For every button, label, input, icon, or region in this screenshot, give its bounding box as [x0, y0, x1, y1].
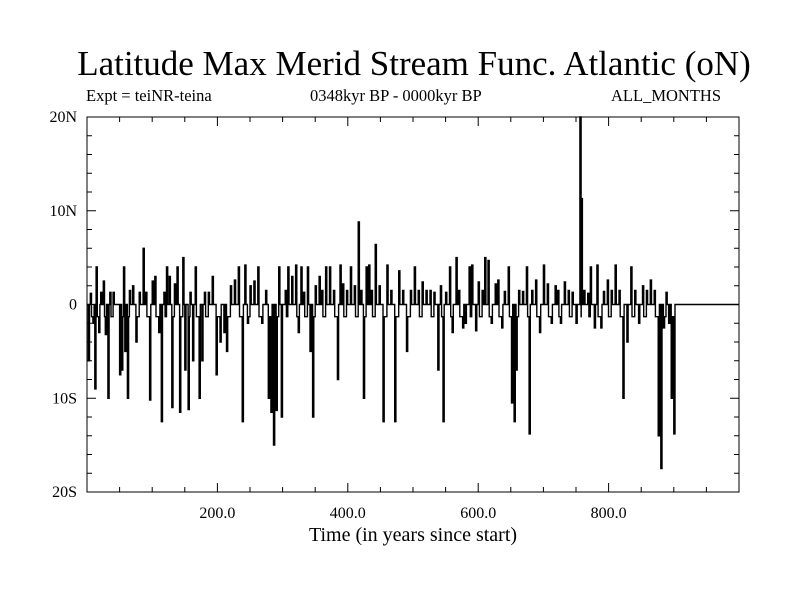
y-tick-label: 10S	[52, 390, 77, 407]
plot-frame	[86, 116, 740, 493]
x-tick-label: 200.0	[199, 505, 235, 522]
tick-labels-layer: 20N 10N 0 10S 20S 200.0 400.0 600.0 800.0	[49, 109, 626, 522]
experiment-label: Expt = teiNR-teina	[86, 86, 212, 105]
series-line-latitude	[87, 116, 739, 470]
y-tick-label: 20N	[49, 109, 77, 126]
x-tick-label: 600.0	[460, 505, 496, 522]
x-axis-label: Time (in years since start)	[309, 524, 517, 546]
x-tick-label: 400.0	[330, 505, 366, 522]
time-range-label: 0348kyr BP - 0000kyr BP	[310, 86, 482, 105]
y-tick-label: 10N	[49, 203, 77, 220]
y-tick-label: 0	[69, 297, 77, 314]
y-tick-label: 20S	[52, 484, 77, 501]
x-tick-label: 800.0	[591, 505, 627, 522]
months-label: ALL_MONTHS	[611, 86, 721, 105]
chart-title: Latitude Max Merid Stream Func. Atlantic…	[77, 44, 751, 83]
